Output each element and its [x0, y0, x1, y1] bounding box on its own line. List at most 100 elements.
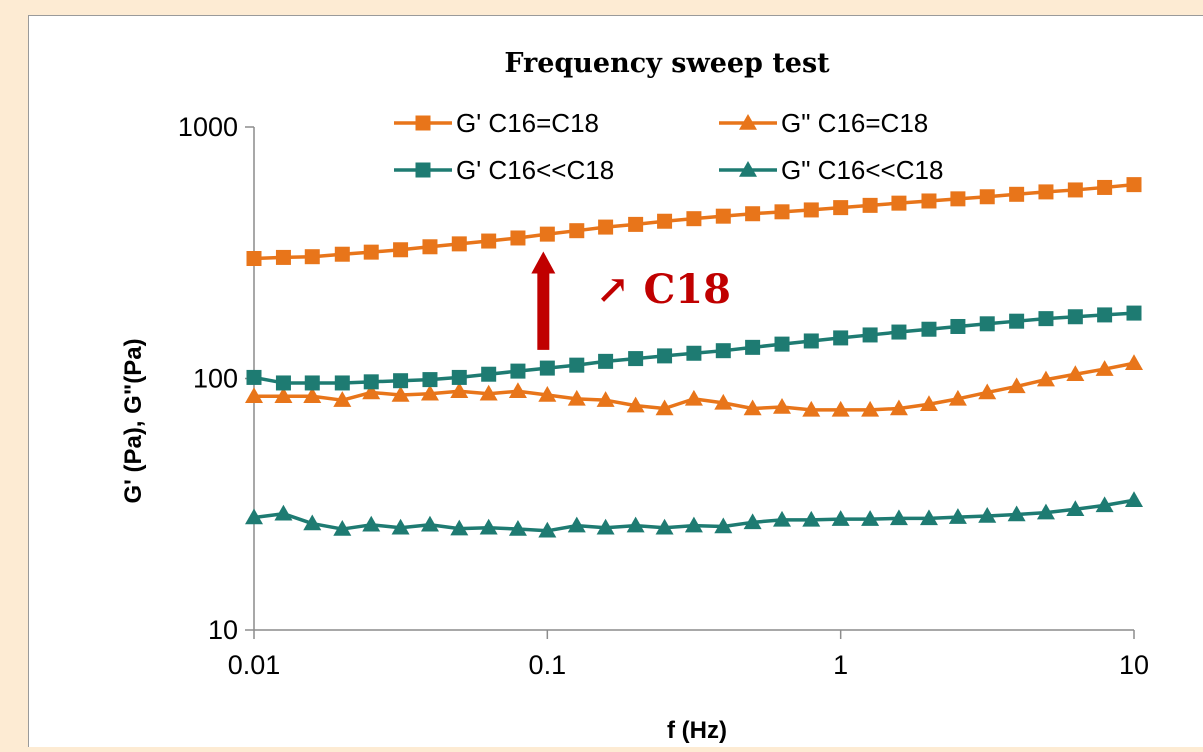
data-point	[715, 208, 731, 224]
data-point	[569, 357, 585, 373]
data-point	[1066, 500, 1085, 517]
data-point	[978, 506, 997, 523]
data-point	[1009, 313, 1025, 329]
data-point	[245, 387, 263, 404]
y-tick-label: 1000	[178, 112, 238, 142]
data-point	[714, 393, 733, 410]
legend-marker	[739, 114, 757, 130]
legend-marker	[415, 162, 431, 178]
data-point	[684, 516, 703, 533]
data-point	[1007, 505, 1026, 522]
data-point	[391, 385, 410, 402]
data-point	[1036, 370, 1055, 387]
frequency-sweep-chart: 10 100 1000 0.01 0.1 1 10 Frequency sweep test…	[120, 48, 1149, 744]
data-point	[596, 518, 615, 535]
legend-item: G' C16<<C18	[394, 155, 614, 185]
data-point	[831, 400, 850, 417]
data-point	[745, 339, 761, 355]
data-point	[274, 387, 293, 404]
x-tick-label: 0.01	[228, 650, 281, 680]
data-point	[1038, 311, 1054, 327]
data-point	[628, 351, 644, 367]
data-point	[715, 343, 731, 359]
data-point	[1097, 307, 1113, 323]
legend-label: G' C16<<C18	[456, 155, 614, 185]
data-point	[919, 509, 938, 526]
data-point	[773, 510, 792, 527]
data-point	[539, 226, 555, 242]
legend-marker	[739, 161, 757, 177]
data-point	[831, 510, 850, 526]
data-point	[802, 400, 821, 417]
data-point	[950, 191, 966, 207]
data-point	[714, 517, 733, 534]
data-point	[628, 216, 644, 232]
legend-item: G' C16=C18	[394, 108, 599, 138]
legend-label: G" C16=C18	[781, 108, 928, 138]
data-point	[567, 516, 586, 533]
data-point	[1097, 179, 1113, 195]
data-point	[363, 244, 379, 260]
data-point	[1125, 491, 1143, 508]
data-point	[598, 353, 614, 369]
data-point	[657, 348, 673, 364]
data-point	[538, 385, 557, 402]
data-point	[948, 389, 967, 406]
data-point	[598, 219, 614, 235]
data-point	[246, 369, 262, 385]
data-point	[684, 389, 703, 406]
data-point	[596, 391, 615, 407]
data-point	[362, 383, 381, 400]
data-point	[274, 504, 293, 521]
increase-arrow-icon	[531, 251, 556, 350]
data-point	[1126, 305, 1142, 321]
data-point	[538, 521, 557, 538]
data-point	[1095, 360, 1114, 376]
data-point	[420, 384, 439, 401]
data-point	[1126, 177, 1142, 193]
data-point	[450, 382, 469, 398]
data-point	[889, 399, 908, 416]
data-point	[889, 509, 908, 526]
chart-frame: 10 100 1000 0.01 0.1 1 10 Frequency sweep test…	[28, 15, 1203, 747]
data-point	[743, 399, 762, 416]
data-point	[657, 213, 673, 229]
data-point	[1067, 182, 1083, 198]
data-point	[481, 233, 497, 249]
data-point	[626, 516, 645, 533]
data-point	[275, 375, 291, 391]
data-point	[921, 193, 937, 209]
legend: G' C16=C18 G" C16=C18 G' C16<<C18 G" C16<<C…	[394, 108, 943, 185]
data-point	[774, 204, 790, 220]
y-tick-label: 100	[193, 364, 238, 394]
data-point	[304, 375, 320, 391]
data-point	[948, 508, 967, 524]
data-point	[334, 246, 350, 262]
data-point	[451, 236, 467, 252]
data-point	[686, 211, 702, 227]
data-point	[304, 249, 320, 265]
data-point	[626, 396, 645, 413]
data-point	[450, 519, 469, 536]
data-point	[333, 520, 352, 536]
data-point	[451, 369, 467, 385]
data-point	[420, 515, 439, 532]
data-point	[362, 515, 381, 532]
data-point	[363, 374, 379, 390]
data-point	[655, 518, 674, 535]
series-2	[246, 305, 1142, 391]
data-point	[246, 251, 262, 267]
data-point	[950, 318, 966, 334]
data-point	[1009, 186, 1025, 202]
data-point	[774, 336, 790, 352]
data-point	[979, 316, 995, 332]
data-point	[393, 242, 409, 258]
data-point	[303, 387, 322, 404]
data-point	[510, 230, 526, 246]
x-axis-title: f (Hz)	[667, 717, 727, 744]
data-point	[567, 389, 586, 406]
data-point	[891, 324, 907, 340]
data-point	[303, 514, 322, 531]
data-point	[891, 195, 907, 211]
data-point	[1038, 184, 1054, 200]
